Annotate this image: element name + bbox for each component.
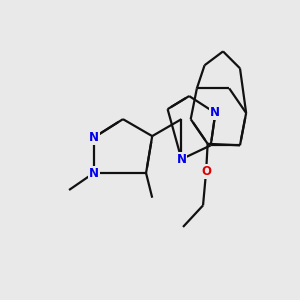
Text: N: N xyxy=(89,131,99,144)
Text: N: N xyxy=(210,106,220,119)
Text: N: N xyxy=(176,153,187,166)
Text: N: N xyxy=(89,167,99,180)
Text: O: O xyxy=(201,165,211,178)
